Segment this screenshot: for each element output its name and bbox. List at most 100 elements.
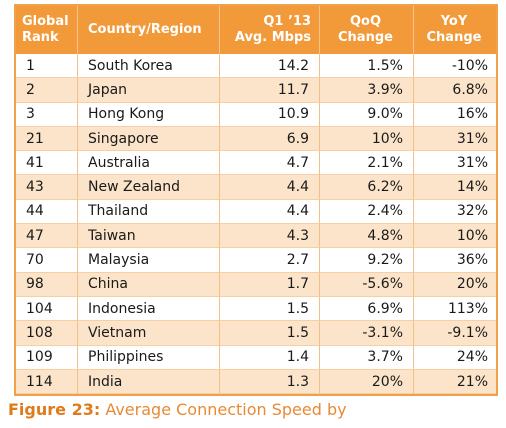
header-global-rank: Global Rank	[16, 6, 78, 54]
cell-qoq: 6.2%	[320, 175, 414, 200]
cell-qoq: 3.7%	[320, 345, 414, 370]
cell-country: Hong Kong	[78, 102, 220, 127]
cell-rank: 108	[16, 321, 78, 346]
header-country-region: Country/Region	[78, 6, 220, 54]
header-rank-line2: Rank	[22, 30, 59, 45]
cell-speed: 4.4	[220, 199, 320, 225]
table-header: Global Rank Country/Region Q1 ’13 Avg. M…	[16, 6, 496, 54]
table-row: 108 Vietnam 1.5 -3.1% -9.1%	[16, 321, 496, 346]
cell-rank: 104	[16, 296, 78, 322]
cell-speed: 1.7	[220, 272, 320, 297]
cell-rank: 47	[16, 224, 78, 249]
cell-qoq: -5.6%	[320, 272, 414, 297]
cell-yoy: 36%	[414, 248, 496, 273]
cell-country: China	[78, 272, 220, 297]
cell-country: Philippines	[78, 345, 220, 370]
cell-rank: 114	[16, 369, 78, 395]
cell-yoy: 31%	[414, 127, 496, 152]
table-body: 1 South Korea 14.2 1.5% -10% 2 Japan 11.…	[16, 54, 496, 395]
header-qoq-change: QoQ Change	[320, 6, 414, 54]
header-qoq-line2: Change	[338, 30, 393, 45]
cell-qoq: 10%	[320, 126, 414, 152]
cell-country: Japan	[78, 78, 220, 103]
cell-country: South Korea	[78, 54, 220, 79]
cell-yoy: 32%	[414, 200, 496, 225]
cell-yoy: 24%	[414, 346, 496, 370]
cell-rank: 3	[16, 102, 78, 127]
table-row: 3 Hong Kong 10.9 9.0% 16%	[16, 102, 496, 127]
figure-caption: Figure 23: Average Connection Speed by	[8, 400, 347, 419]
cell-yoy: 31%	[414, 151, 496, 176]
cell-speed: 4.3	[220, 224, 320, 249]
header-rank-line1: Global	[22, 14, 69, 29]
table-row: 109 Philippines 1.4 3.7% 24%	[16, 345, 496, 370]
cell-rank: 109	[16, 345, 78, 370]
cell-yoy: 16%	[414, 103, 496, 127]
cell-speed: 4.7	[220, 151, 320, 176]
cell-country: Taiwan	[78, 224, 220, 249]
header-yoy-line2: Change	[426, 30, 482, 45]
header-speed-line1: Q1 ’13	[263, 14, 311, 29]
table-row: 41 Australia 4.7 2.1% 31%	[16, 151, 496, 176]
cell-yoy: -9.1%	[414, 321, 496, 346]
cell-speed: 1.5	[220, 321, 320, 346]
cell-rank: 41	[16, 151, 78, 176]
cell-yoy: 6.8%	[414, 78, 496, 103]
header-qoq-line1: QoQ	[349, 14, 382, 29]
cell-qoq: -3.1%	[320, 321, 414, 346]
table-row: 47 Taiwan 4.3 4.8% 10%	[16, 224, 496, 249]
cell-speed: 1.4	[220, 345, 320, 370]
header-yoy-change: YoY Change	[414, 6, 496, 54]
cell-country: New Zealand	[78, 175, 220, 200]
cell-rank: 98	[16, 272, 78, 297]
cell-qoq: 1.5%	[320, 54, 414, 79]
cell-rank: 2	[16, 78, 78, 103]
cell-yoy: -10%	[414, 54, 496, 79]
cell-speed: 4.4	[220, 175, 320, 200]
cell-country: Malaysia	[78, 248, 220, 273]
cell-qoq: 9.0%	[320, 102, 414, 127]
header-country-label: Country/Region	[88, 22, 202, 37]
cell-yoy: 21%	[414, 370, 496, 395]
cell-yoy: 20%	[414, 273, 496, 297]
cell-qoq: 4.8%	[320, 224, 414, 249]
table-row: 70 Malaysia 2.7 9.2% 36%	[16, 248, 496, 273]
cell-qoq: 2.4%	[320, 199, 414, 225]
cell-qoq: 2.1%	[320, 151, 414, 176]
header-yoy-line1: YoY	[440, 14, 468, 29]
cell-qoq: 20%	[320, 369, 414, 395]
table-row: 44 Thailand 4.4 2.4% 32%	[16, 199, 496, 225]
cell-country: India	[78, 369, 220, 395]
cell-rank: 21	[16, 126, 78, 152]
cell-qoq: 6.9%	[320, 296, 414, 322]
cell-country: Vietnam	[78, 321, 220, 346]
cell-rank: 43	[16, 175, 78, 200]
cell-rank: 1	[16, 54, 78, 79]
table-row: 21 Singapore 6.9 10% 31%	[16, 126, 496, 152]
cell-yoy: 10%	[414, 224, 496, 249]
header-speed-line2: Avg. Mbps	[234, 30, 311, 45]
table-row: 104 Indonesia 1.5 6.9% 113%	[16, 296, 496, 322]
table-row: 1 South Korea 14.2 1.5% -10%	[16, 54, 496, 79]
table-row: 2 Japan 11.7 3.9% 6.8%	[16, 78, 496, 103]
table-row: 43 New Zealand 4.4 6.2% 14%	[16, 175, 496, 200]
cell-rank: 70	[16, 248, 78, 273]
cell-speed: 14.2	[220, 54, 320, 79]
figure-number: Figure 23:	[8, 400, 101, 419]
connection-speed-table: Global Rank Country/Region Q1 ’13 Avg. M…	[14, 4, 498, 397]
cell-country: Singapore	[78, 126, 220, 152]
cell-country: Australia	[78, 151, 220, 176]
cell-speed: 6.9	[220, 126, 320, 152]
cell-speed: 10.9	[220, 102, 320, 127]
cell-yoy: 113%	[414, 297, 496, 322]
table-row: 114 India 1.3 20% 21%	[16, 369, 496, 395]
cell-qoq: 9.2%	[320, 248, 414, 273]
cell-speed: 1.5	[220, 296, 320, 322]
cell-country: Indonesia	[78, 296, 220, 322]
table-row: 98 China 1.7 -5.6% 20%	[16, 272, 496, 297]
header-avg-mbps: Q1 ’13 Avg. Mbps	[220, 6, 320, 54]
cell-speed: 11.7	[220, 78, 320, 103]
cell-speed: 2.7	[220, 248, 320, 273]
figure-caption-text: Average Connection Speed by	[105, 400, 347, 419]
cell-country: Thailand	[78, 199, 220, 225]
